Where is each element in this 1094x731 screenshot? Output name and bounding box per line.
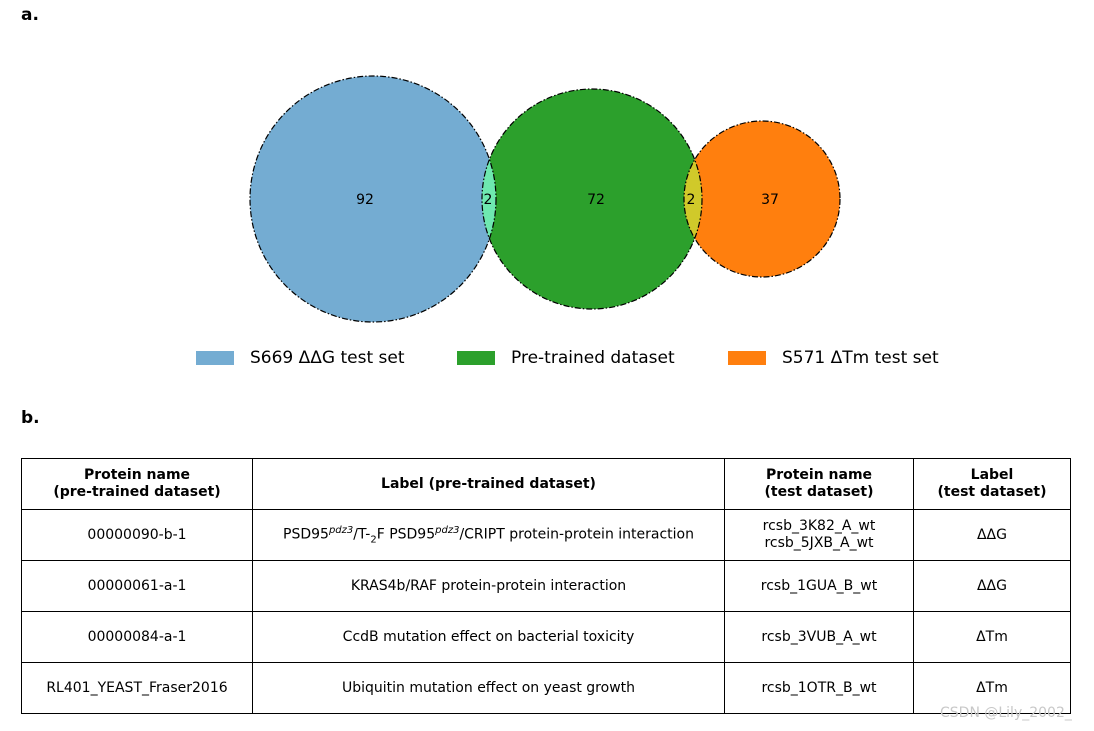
table-header-row: Protein name (pre-trained dataset) Label …	[21, 458, 1071, 510]
legend-item-s669: S669 ΔΔG test set	[196, 348, 405, 368]
venn-circle-s669	[250, 76, 496, 322]
table-row: RL401_YEAST_Fraser2016 Ubiquitin mutatio…	[21, 662, 1071, 714]
legend-item-s571: S571 ΔTm test set	[728, 348, 939, 368]
cell-protein: 00000090-b-1	[21, 509, 253, 561]
cell-protein: 00000084-a-1	[21, 611, 253, 663]
cell-label: CcdB mutation effect on bacterial toxici…	[252, 611, 725, 663]
venn-count-s669: 92	[356, 192, 374, 208]
cell-protein: RL401_YEAST_Fraser2016	[21, 662, 253, 714]
cell-test-label: ΔΔG	[913, 509, 1071, 561]
watermark: CSDN @Lily_2002_	[940, 705, 1072, 721]
header-protein-test: Protein name (test dataset)	[724, 458, 914, 510]
legend-label: S571 ΔTm test set	[782, 348, 939, 368]
legend-item-pretrained: Pre-trained dataset	[457, 348, 675, 368]
table-row: 00000084-a-1 CcdB mutation effect on bac…	[21, 611, 1071, 663]
cell-test-label: ΔTm	[913, 611, 1071, 663]
header-label-test: Label (test dataset)	[913, 458, 1071, 510]
venn-count-overlap-2-3: 2	[687, 192, 696, 208]
venn-count-pretrained: 72	[587, 192, 605, 208]
table-row: 00000061-a-1 KRAS4b/RAF protein-protein …	[21, 560, 1071, 612]
header-label-pretrained: Label (pre-trained dataset)	[252, 458, 725, 510]
legend-swatch	[728, 351, 766, 365]
venn-count-overlap-1-2: 2	[484, 192, 493, 208]
venn-count-s571: 37	[761, 192, 779, 208]
cell-label: Ubiquitin mutation effect on yeast growt…	[252, 662, 725, 714]
cell-test-protein: rcsb_1OTR_B_wt	[724, 662, 914, 714]
cell-protein: 00000061-a-1	[21, 560, 253, 612]
cell-label: KRAS4b/RAF protein-protein interaction	[252, 560, 725, 612]
cell-label: PSD95pdz3/T-2F PSD95pdz3/CRIPT protein-p…	[252, 509, 725, 561]
cell-test-protein: rcsb_3K82_A_wt rcsb_5JXB_A_wt	[724, 509, 914, 561]
venn-circle-s571	[684, 121, 840, 277]
cell-test-label: ΔTm	[913, 662, 1071, 714]
legend-swatch	[196, 351, 234, 365]
header-protein-pretrained: Protein name (pre-trained dataset)	[21, 458, 253, 510]
cell-test-protein: rcsb_1GUA_B_wt	[724, 560, 914, 612]
panel-label-b: b.	[21, 408, 40, 428]
venn-circle-pretrained	[482, 89, 702, 309]
protein-table: Protein name (pre-trained dataset) Label …	[21, 458, 1071, 714]
legend-swatch	[457, 351, 495, 365]
legend-label: Pre-trained dataset	[511, 348, 675, 368]
table-row: 00000090-b-1 PSD95pdz3/T-2F PSD95pdz3/CR…	[21, 509, 1071, 561]
cell-test-protein: rcsb_3VUB_A_wt	[724, 611, 914, 663]
panel-label-a: a.	[21, 5, 39, 25]
venn-diagram: 92 2 72 2 37	[249, 75, 841, 323]
cell-test-label: ΔΔG	[913, 560, 1071, 612]
legend-label: S669 ΔΔG test set	[250, 348, 405, 368]
